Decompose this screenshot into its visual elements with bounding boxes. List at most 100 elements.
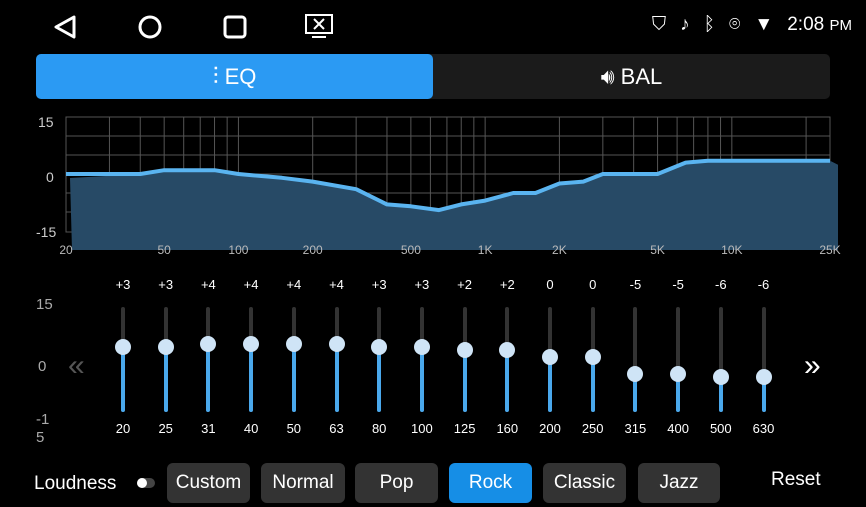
slider-knob[interactable] (115, 339, 131, 355)
slider-knob[interactable] (499, 342, 516, 359)
band-frequency: 500 (709, 421, 732, 436)
preset-classic-button[interactable]: Classic (543, 463, 626, 503)
band-value: +2 (499, 277, 515, 292)
slider-knob[interactable] (157, 339, 174, 355)
slider-knob[interactable] (285, 335, 302, 352)
response-area (70, 160, 838, 250)
tab-bal[interactable]: 🔊︎ BAL (433, 54, 830, 99)
speaker-icon: 🔊︎ (600, 63, 615, 89)
eq-scale-mid: 0 (38, 358, 47, 375)
band-slider[interactable] (241, 302, 261, 412)
music-note-icon: ♪ (680, 14, 690, 35)
band-frequency: 200 (539, 421, 561, 436)
slider-knob[interactable] (755, 369, 772, 385)
clock-ampm: PM (829, 17, 853, 34)
eq-scale-top: 15 (36, 296, 53, 313)
band-slider[interactable] (198, 302, 218, 412)
band-value: -6 (715, 277, 727, 292)
band-frequency: 315 (624, 421, 647, 436)
band-frequency: 40 (243, 421, 259, 436)
slider-knob[interactable] (413, 339, 430, 355)
slider-knob[interactable] (200, 335, 217, 352)
graph-x-label: 1K (477, 243, 493, 257)
preset-custom-button[interactable]: Custom (167, 463, 250, 503)
band-slider[interactable] (583, 302, 603, 412)
band-frequency: 100 (411, 421, 433, 436)
graph-x-label: 200 (302, 243, 323, 257)
preset-rock-button[interactable]: Rock (449, 463, 532, 503)
slider-knob[interactable] (243, 335, 260, 352)
slider-knob[interactable] (542, 349, 558, 365)
band-value: +2 (457, 277, 472, 292)
graph-y-label: -15 (36, 224, 57, 240)
band-value: +4 (286, 277, 302, 292)
band-slider[interactable] (625, 302, 645, 412)
response-curve (66, 158, 830, 213)
band-frequency: 80 (371, 421, 387, 436)
band-slider[interactable] (754, 302, 774, 412)
graph-x-label: 100 (228, 243, 249, 257)
wifi-icon: ▼ (754, 14, 774, 35)
graph-x-label: 25K (819, 243, 841, 257)
band-frequency: 400 (667, 421, 689, 436)
prev-page-icon[interactable]: « (68, 349, 85, 382)
location-icon: ⌾ (729, 14, 741, 35)
band-value: +3 (158, 277, 174, 292)
band-frequency: 63 (329, 421, 344, 436)
slider-knob[interactable] (627, 365, 644, 382)
mode-tabs: ⫶ EQ 🔊︎ BAL (36, 54, 830, 99)
tab-bal-label: BAL (620, 63, 663, 89)
slider-knob[interactable] (371, 339, 388, 355)
band-slider[interactable] (113, 302, 133, 412)
band-value: 0 (589, 277, 597, 292)
band-slider[interactable] (711, 302, 731, 412)
slider-knob[interactable] (584, 349, 601, 365)
band-frequency: 125 (453, 421, 476, 436)
band-slider[interactable] (156, 302, 176, 412)
loudness-toggle[interactable] (137, 478, 155, 488)
graph-x-label: 10K (721, 243, 743, 257)
back-icon[interactable] (52, 14, 78, 40)
slider-knob[interactable] (328, 335, 345, 352)
home-icon[interactable] (137, 14, 163, 40)
tab-eq[interactable]: ⫶ EQ (36, 54, 433, 99)
eq-response-graph (65, 116, 838, 250)
slider-knob[interactable] (670, 365, 687, 382)
band-value: -6 (757, 277, 770, 292)
band-value: +4 (200, 277, 216, 292)
slider-knob[interactable] (712, 369, 729, 385)
slider-knob[interactable] (456, 342, 473, 359)
preset-jazz-button[interactable]: Jazz (638, 463, 720, 503)
band-slider[interactable] (497, 302, 517, 412)
band-value: -5 (629, 277, 642, 292)
graph-x-label: 50 (157, 243, 171, 257)
tab-eq-label: EQ (224, 63, 257, 89)
screen-off-icon[interactable] (304, 13, 334, 39)
band-frequency: 31 (201, 421, 216, 436)
band-slider[interactable] (327, 302, 347, 412)
preset-normal-button[interactable]: Normal (261, 463, 345, 503)
recents-icon[interactable] (222, 14, 248, 40)
graph-y-label: 0 (46, 169, 54, 185)
band-slider[interactable] (455, 302, 475, 412)
band-slider[interactable] (668, 302, 688, 412)
band-slider[interactable] (284, 302, 304, 412)
band-slider[interactable] (412, 302, 432, 412)
band-slider[interactable] (540, 302, 560, 412)
loudness-label: Loudness (34, 473, 117, 494)
band-frequency: 630 (752, 421, 775, 436)
graph-x-label: 2K (552, 243, 567, 257)
next-page-icon[interactable]: » (804, 349, 821, 382)
preset-pop-button[interactable]: Pop (355, 463, 438, 503)
bluetooth-icon: ᛒ (703, 14, 716, 35)
equalizer-icon: ⫶ (212, 62, 219, 90)
reset-button[interactable]: Reset (771, 469, 821, 490)
band-value: +3 (414, 277, 430, 292)
status-bar: ⛉ ♪ ᛒ ⌾ ▼ 2:08 PM (652, 14, 852, 36)
eq-scale-bottom: -1 5 (36, 411, 50, 446)
graph-x-label: 500 (400, 243, 421, 257)
band-slider[interactable] (369, 302, 389, 412)
band-frequency: 250 (581, 421, 604, 436)
band-frequency: 160 (496, 421, 519, 436)
band-value: +4 (329, 277, 344, 292)
